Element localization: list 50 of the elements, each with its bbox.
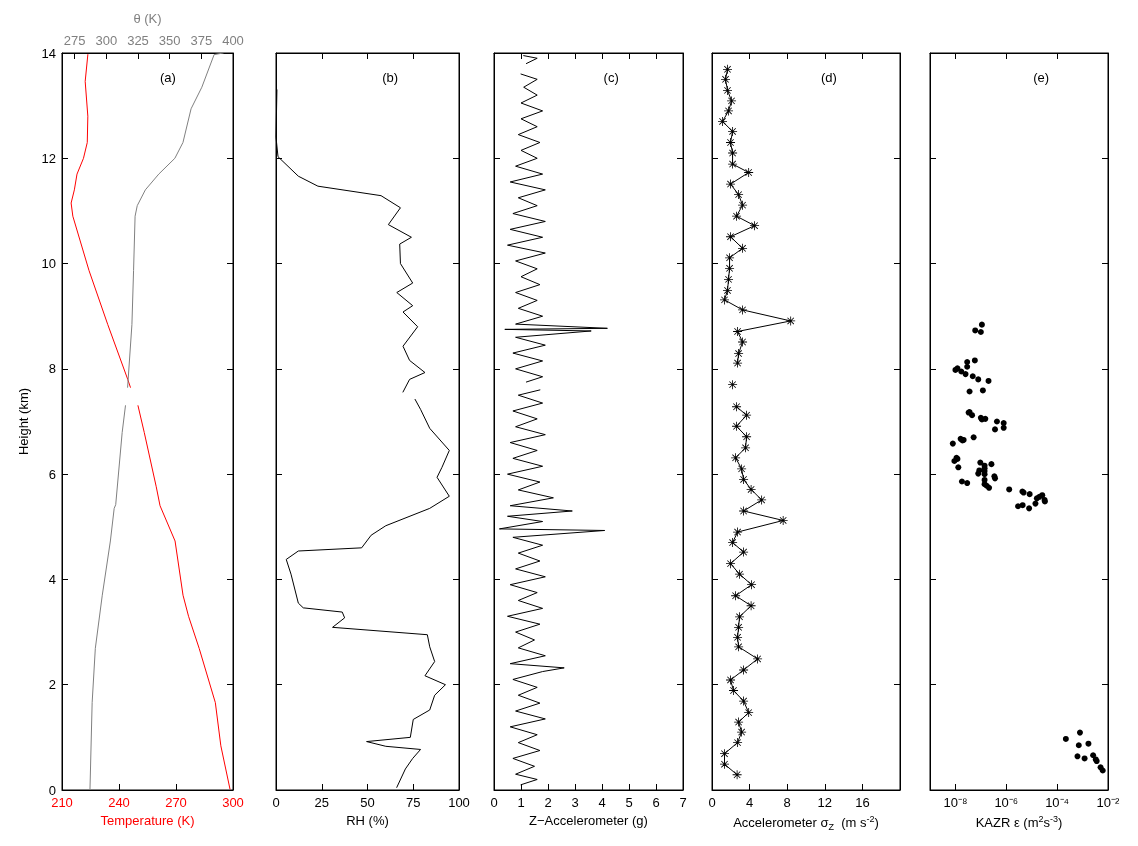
- x-tick-label: 270: [165, 795, 187, 810]
- x-axis-title: Temperature (K): [100, 813, 195, 828]
- x-tick-label: 4: [598, 795, 606, 810]
- annotation: (c): [603, 70, 619, 85]
- x-axis-title: RH (%): [346, 813, 389, 828]
- x-tick-label: 10⁻⁴: [1045, 795, 1070, 810]
- x2-tick-label: 375: [190, 33, 213, 48]
- x-tick-label: 12: [817, 795, 833, 810]
- x2-tick-label: 325: [127, 33, 149, 48]
- annotation: (e): [1033, 70, 1050, 85]
- x-tick-label: 5: [625, 795, 633, 810]
- x-tick-label: 10⁻⁶: [994, 795, 1019, 810]
- x-tick-label: 240: [108, 795, 130, 810]
- x-tick-label: 25: [314, 795, 329, 810]
- x-tick-label: 4: [745, 795, 754, 810]
- annotation: (d): [821, 70, 837, 85]
- x2-tick-label: 275: [63, 33, 86, 48]
- x-tick-label: 1: [517, 795, 525, 810]
- x-tick-label: 100: [448, 795, 470, 810]
- x2-tick-label: 300: [95, 33, 118, 48]
- x-tick-label: 0: [272, 795, 280, 810]
- x-tick-label: 7: [679, 795, 687, 810]
- x-tick-label: 10⁻²: [1096, 795, 1121, 810]
- y-tick-label: 12: [41, 150, 56, 166]
- x-tick-label: 300: [222, 795, 244, 810]
- x2-tick-label: 350: [158, 33, 181, 48]
- y-tick-label: 6: [48, 466, 56, 482]
- y-tick-label: 4: [48, 571, 56, 587]
- y-tick-label: 8: [48, 361, 56, 377]
- x-tick-label: 3: [571, 795, 579, 810]
- x2-axis-title: θ (K): [133, 11, 162, 26]
- x-tick-label: 75: [406, 795, 421, 810]
- x-tick-label: 2: [544, 795, 552, 810]
- x-tick-label: 8: [783, 795, 791, 810]
- x-tick-label: 0: [708, 795, 716, 810]
- annotation: (b): [382, 70, 399, 85]
- y-tick-label: 14: [41, 45, 56, 61]
- y-tick-label: 0: [48, 782, 56, 798]
- y-axis-title: Height (km): [16, 387, 31, 456]
- x-tick-label: 16: [855, 795, 870, 810]
- annotation: (a): [159, 70, 176, 85]
- x-tick-label: 10⁻⁸: [943, 795, 968, 810]
- x-axis-title: Z−Accelerometer (g): [529, 813, 648, 828]
- x-tick-label: 210: [51, 795, 73, 810]
- x-tick-label: 0: [490, 795, 498, 810]
- x2-tick-label: 400: [222, 33, 244, 48]
- y-tick-label: 10: [41, 256, 56, 272]
- y-tick-label: 2: [48, 677, 56, 693]
- x-tick-label: 6: [652, 795, 660, 810]
- x-tick-label: 50: [360, 795, 375, 810]
